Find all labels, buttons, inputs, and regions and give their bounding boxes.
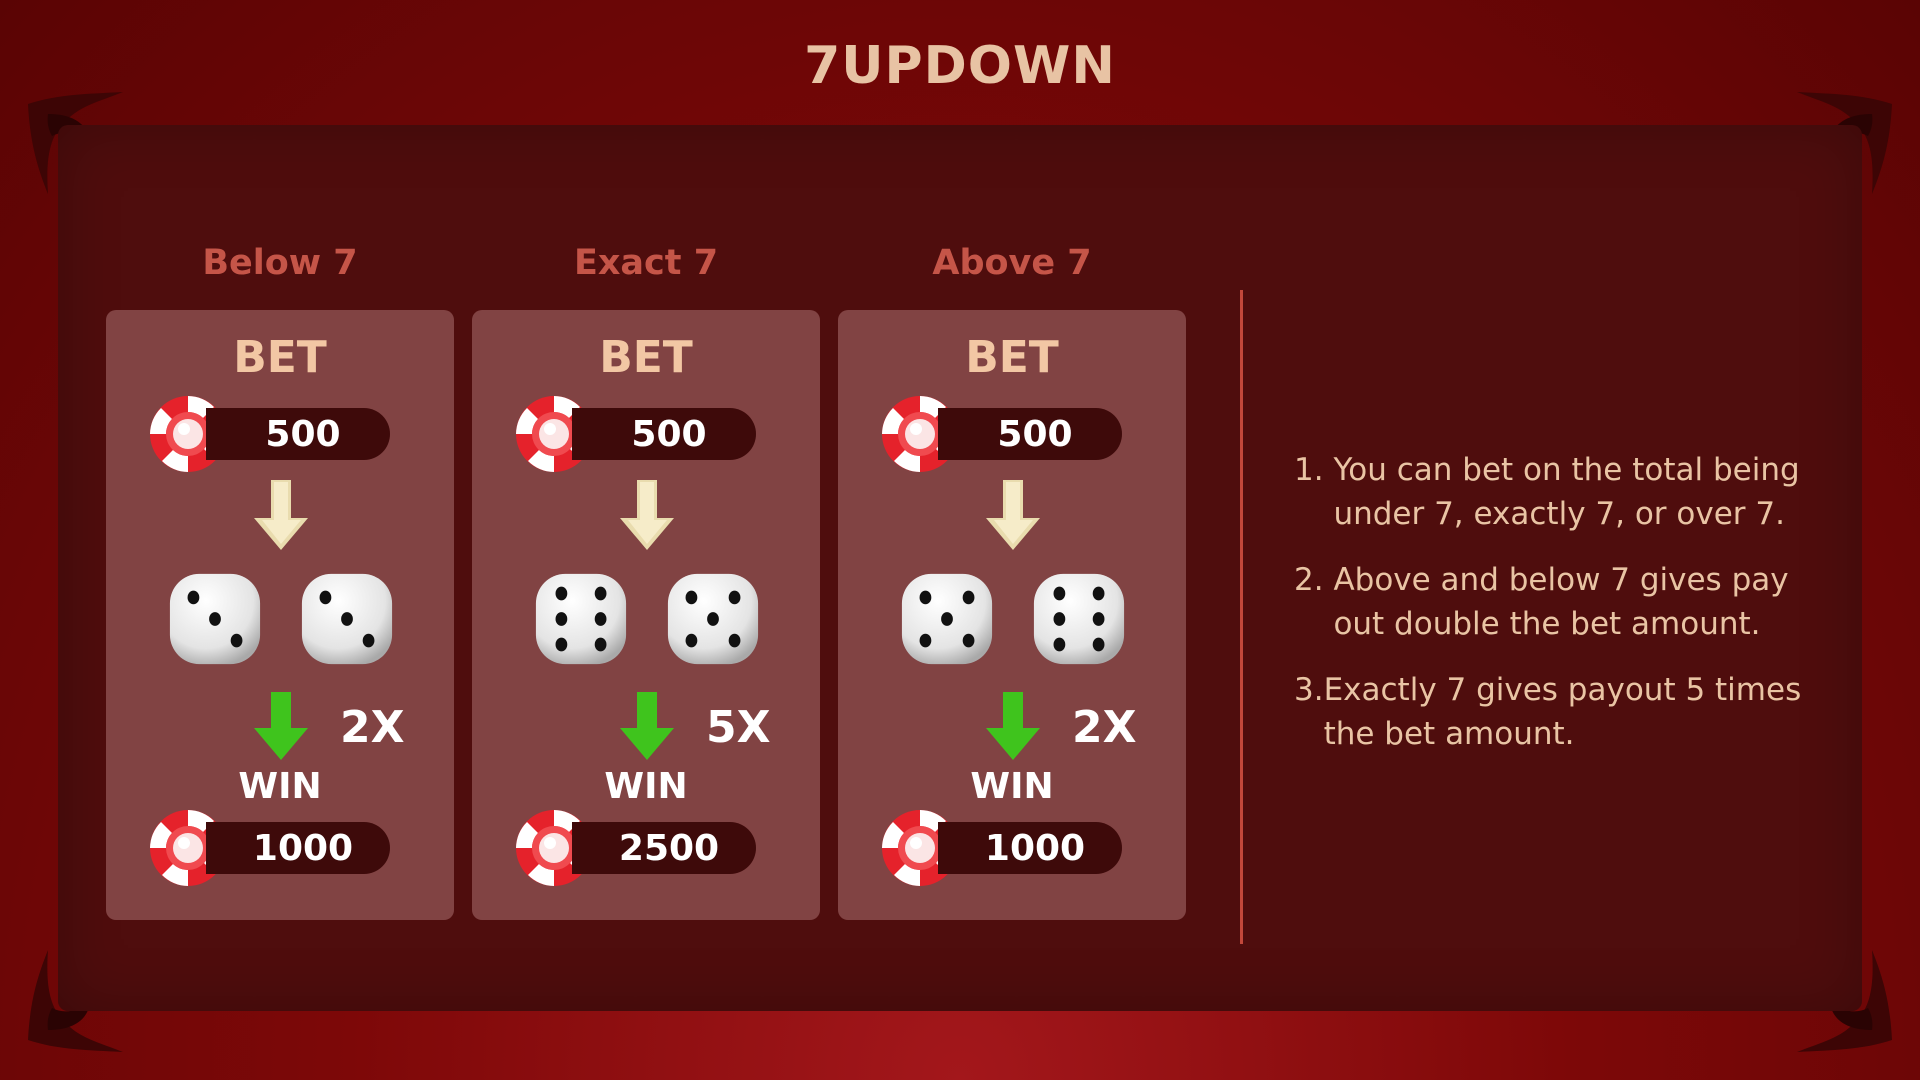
bet-label: BET — [233, 332, 327, 383]
win-amount: 2500 — [572, 822, 756, 874]
column-title-above-7: Above 7 — [932, 243, 1092, 283]
arrow-down-icon — [254, 480, 308, 550]
column-title-exact-7: Exact 7 — [573, 243, 719, 283]
bet-card-below-7: BET 500 2X WIN 1000 — [106, 310, 454, 920]
win-amount: 1000 — [206, 822, 390, 874]
rule-number: 2. — [1294, 562, 1334, 598]
bet-card-above-7: BET 500 2X WIN 1000 — [838, 310, 1186, 920]
arrow-down-green-icon — [620, 692, 674, 760]
die-icon — [298, 570, 396, 668]
rules-list: 1. You can bet on the total being under … — [1294, 448, 1834, 778]
arrow-down-green-icon — [254, 692, 308, 760]
win-label: WIN — [238, 766, 322, 807]
die-icon — [898, 570, 996, 668]
game-title: 7UPDOWN — [804, 36, 1116, 96]
payout-multiplier: 2X — [340, 702, 405, 753]
bet-amount: 500 — [206, 408, 390, 460]
arrow-down-icon — [620, 480, 674, 550]
rule-item: 1. You can bet on the total being under … — [1294, 448, 1834, 536]
rule-text: You can bet on the total being under 7, … — [1333, 452, 1800, 532]
arrow-down-icon — [986, 480, 1040, 550]
payout-multiplier: 5X — [706, 702, 771, 753]
win-label: WIN — [604, 766, 688, 807]
arrow-down-green-icon — [986, 692, 1040, 760]
column-title-below-7: Below 7 — [202, 243, 358, 283]
die-icon — [532, 570, 630, 668]
divider — [1240, 290, 1243, 944]
rule-item: 3. Exactly 7 gives payout 5 times the be… — [1294, 668, 1834, 756]
rule-item: 2. Above and below 7 gives pay out doubl… — [1294, 558, 1834, 646]
payout-multiplier: 2X — [1072, 702, 1137, 753]
bet-label: BET — [599, 332, 693, 383]
bet-label: BET — [965, 332, 1059, 383]
bet-card-exact-7: BET 500 5X WIN 2500 — [472, 310, 820, 920]
die-icon — [166, 570, 264, 668]
rule-text: Exactly 7 gives payout 5 times the bet a… — [1323, 672, 1802, 752]
rule-number: 1. — [1294, 452, 1334, 488]
win-amount: 1000 — [938, 822, 1122, 874]
rule-text: Above and below 7 gives pay out double t… — [1333, 562, 1789, 642]
win-label: WIN — [970, 766, 1054, 807]
die-icon — [664, 570, 762, 668]
bet-amount: 500 — [938, 408, 1122, 460]
rule-number: 3. — [1294, 672, 1324, 708]
bet-amount: 500 — [572, 408, 756, 460]
die-icon — [1030, 570, 1128, 668]
